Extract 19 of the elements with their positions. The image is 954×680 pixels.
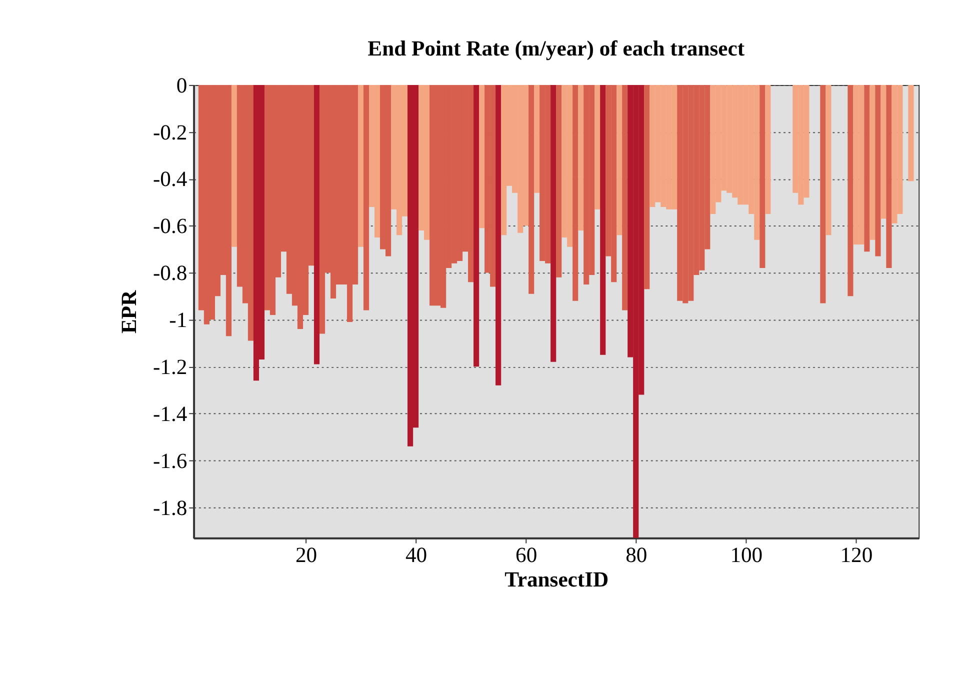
x-tick-label: 80 xyxy=(626,542,648,567)
y-tick-label: -1 xyxy=(169,308,188,332)
chart-title: End Point Rate (m/year) of each transect xyxy=(368,36,746,60)
y-tick-label: -0.6 xyxy=(152,214,188,238)
y-tick-label: -0.2 xyxy=(152,120,188,144)
y-tick-label: -0.4 xyxy=(152,167,188,192)
y-tick-label: -1.4 xyxy=(152,402,188,426)
x-tick-label: 20 xyxy=(295,542,318,567)
x-axis-title: TransectID xyxy=(504,568,609,592)
x-tick-label: 100 xyxy=(730,542,763,567)
y-tick-label: -1.8 xyxy=(152,496,188,520)
x-tick-label: 120 xyxy=(840,542,873,567)
y-tick-label: -1.2 xyxy=(152,354,188,379)
y-tick-label: -0.8 xyxy=(152,261,188,286)
x-tick-label: 60 xyxy=(516,542,538,567)
y-tick-label: -1.6 xyxy=(152,448,188,473)
x-tick-label: 40 xyxy=(405,542,428,567)
y-tick-label: 0 xyxy=(176,73,188,98)
y-axis-title: EPR xyxy=(117,290,142,334)
